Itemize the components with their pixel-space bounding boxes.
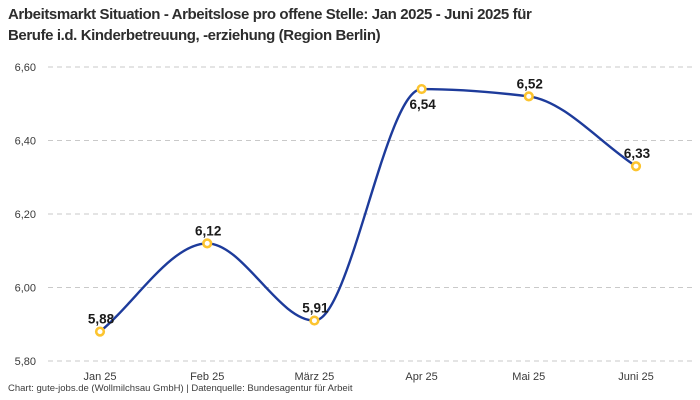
data-point-label: 5,88 [88,312,115,327]
data-point-marker[interactable] [94,326,106,337]
y-axis-tick-label: 5,80 [15,356,36,368]
x-axis-tick-label: März 25 [295,371,335,383]
y-axis-tick-label: 6,00 [15,283,36,295]
data-point-marker[interactable] [630,161,642,172]
data-point-marker[interactable] [202,238,213,249]
y-axis-tick-label: 6,40 [15,136,36,148]
data-point-marker[interactable] [309,315,320,326]
x-axis-tick-label: Feb 25 [190,371,224,383]
y-axis-tick-label: 6,60 [15,62,36,74]
series-line [98,87,638,333]
data-point-label: 6,52 [517,76,543,91]
data-point-label: 6,33 [624,146,651,161]
data-point-label: 5,91 [302,301,329,316]
data-point-label: 6,54 [409,97,436,112]
x-axis-tick-label: Juni 25 [618,371,653,383]
chart-credit: Chart: gute-jobs.de (Wollmilchsau GmbH) … [8,383,353,394]
chart-title: Arbeitsmarkt Situation - Arbeitslose pro… [8,4,532,46]
y-axis-tick-label: 6,20 [15,209,36,221]
x-axis-tick-label: Jan 25 [83,371,116,383]
data-point-label: 6,12 [195,223,221,238]
x-axis-tick-label: Apr 25 [405,371,437,383]
data-point-marker[interactable] [523,91,534,102]
data-point-marker[interactable] [416,83,427,95]
chart-title-line2: Berufe i.d. Kinderbetreuung, -erziehung … [8,27,381,44]
chart-title-line1: Arbeitsmarkt Situation - Arbeitslose pro… [8,6,532,23]
x-axis-tick-label: Mai 25 [512,371,545,383]
